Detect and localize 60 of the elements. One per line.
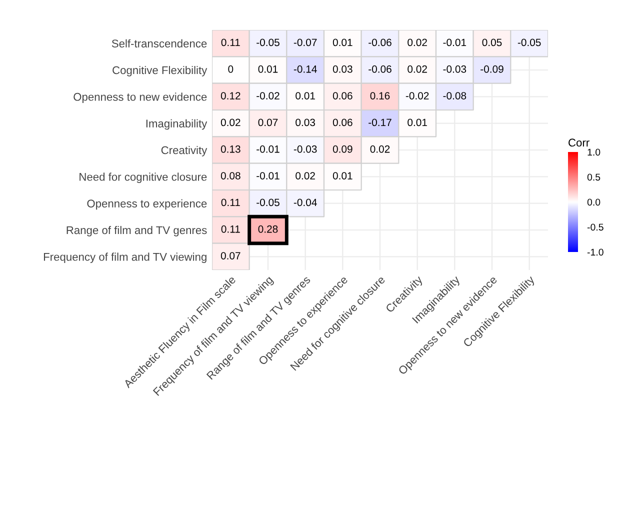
data-label: -0.03 (294, 145, 317, 153)
data-label: -0.01 (256, 172, 280, 180)
y-tick-label: Openness to experience (87, 199, 207, 210)
data-label: 0.02 (408, 38, 427, 46)
data-label: 0.13 (220, 145, 240, 153)
data-label: 0.09 (332, 145, 352, 153)
y-tick-label: Cognitive Flexibility (112, 66, 208, 76)
data-label: 0.02 (220, 118, 240, 126)
data-label: -0.07 (294, 38, 317, 46)
data-label: -0.05 (518, 38, 541, 46)
data-label: 0.06 (332, 118, 352, 126)
data-label: -0.17 (368, 118, 392, 126)
y-tick-label: Openness to new evidence (74, 92, 207, 103)
data-label: -0.03 (443, 65, 466, 73)
color-bar-title: Corr (568, 138, 590, 147)
data-label: 0.01 (332, 172, 352, 180)
data-label: 0.12 (220, 92, 240, 100)
data-label: 0.08 (220, 172, 240, 180)
data-label: 0.07 (258, 118, 278, 126)
data-label: 0.01 (296, 92, 315, 100)
y-tick-label: Frequency of film and TV viewing (44, 252, 206, 263)
data-label: -0.01 (443, 38, 466, 46)
color-bar-label: 0.5 (587, 174, 600, 181)
data-label: -0.02 (256, 92, 280, 100)
data-label: 0.07 (220, 252, 240, 260)
color-bar-label: -1.0 (587, 248, 604, 256)
data-label: 0 (228, 65, 234, 73)
color-bar-label: -0.5 (587, 224, 604, 231)
data-label: 0.16 (370, 92, 390, 100)
data-label: 0.03 (332, 65, 352, 73)
data-label: 0.05 (482, 38, 502, 46)
data-label: 0.01 (332, 38, 352, 46)
data-label: 0.02 (296, 172, 315, 180)
data-label: -0.06 (368, 65, 392, 73)
data-label: 0.01 (408, 118, 427, 126)
data-label: 0.02 (370, 145, 390, 153)
data-label: 0.11 (221, 225, 240, 233)
data-label: 0.03 (296, 118, 316, 126)
y-tick-label: Range of film and TV genres (66, 226, 207, 236)
data-label: -0.05 (256, 38, 280, 46)
data-label: 0.01 (258, 65, 278, 73)
data-label: 0.28 (258, 225, 278, 233)
color-bar-label: 0.0 (587, 198, 600, 206)
data-label: 0.11 (221, 38, 240, 46)
y-tick-label: Imaginability (146, 119, 208, 130)
data-label: -0.14 (294, 65, 317, 73)
y-tick-label: Self-transcendence (112, 39, 207, 48)
data-label: -0.06 (368, 38, 392, 46)
y-tick-label: Need for cognitive closure (80, 172, 207, 183)
data-label: 0.06 (332, 92, 352, 100)
data-label: -0.04 (294, 198, 317, 206)
color-bar-label: 1.0 (588, 148, 600, 156)
data-label: -0.09 (480, 65, 504, 73)
data-label: 0.11 (221, 198, 240, 206)
data-label: 0.02 (408, 65, 427, 73)
data-label: -0.08 (443, 92, 466, 100)
data-label: -0.05 (256, 198, 280, 206)
data-label: -0.02 (406, 92, 429, 100)
data-label: -0.01 (256, 145, 280, 153)
y-tick-label: Creativity (161, 146, 208, 156)
